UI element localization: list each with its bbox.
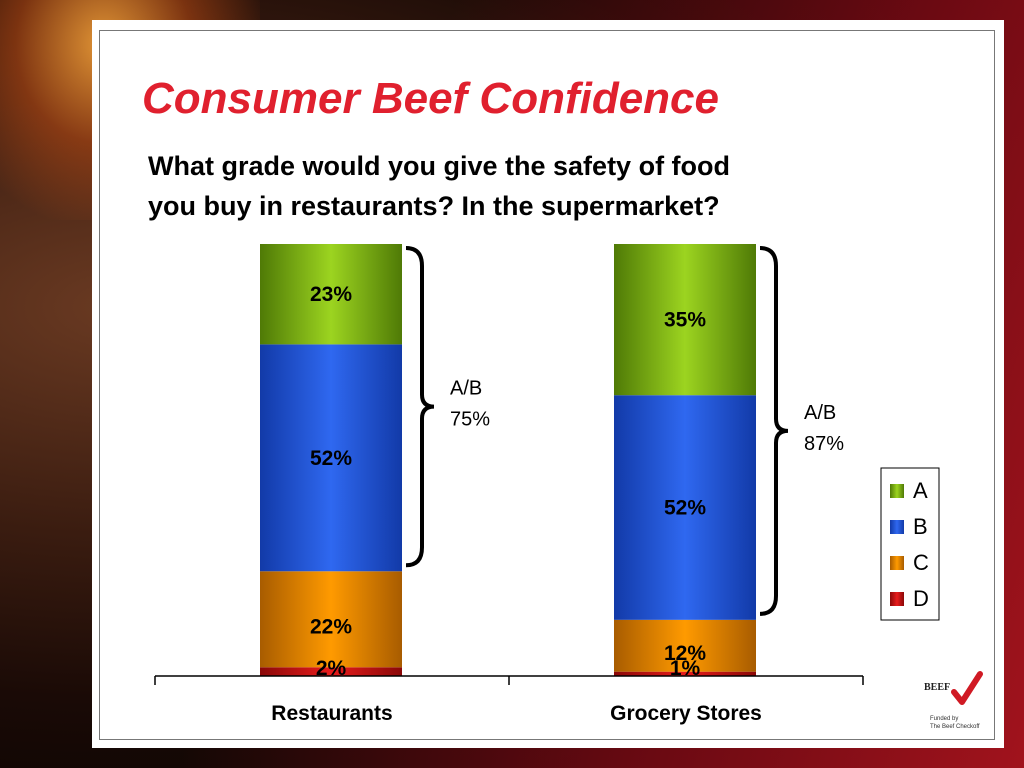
- data-label-b-1: 52%: [664, 497, 706, 520]
- legend-label-a: A: [913, 478, 928, 503]
- beef-checkoff-logo: BEEF Funded by The Beef Checkoff: [924, 670, 986, 736]
- legend-swatch-d: [890, 592, 904, 606]
- legend-label-b: B: [913, 514, 928, 539]
- subtitle-line-1: What grade would you give the safety of …: [148, 151, 731, 181]
- data-label-c-1: 12%: [664, 642, 706, 665]
- bar-segment-a-0: [260, 244, 402, 345]
- bar-segment-c-0: [260, 571, 402, 668]
- ab-value-0: 75%: [450, 409, 490, 431]
- ab-bracket-1: [759, 246, 789, 616]
- checkmark-icon: [951, 671, 983, 705]
- ab-value-1: 87%: [804, 433, 844, 455]
- data-label-d-0: 2%: [316, 657, 347, 680]
- data-label-a-0: 23%: [310, 283, 352, 306]
- bar-segment-d-1: [614, 671, 756, 676]
- ab-bracket-0: [405, 246, 435, 568]
- slide-title: Consumer Beef Confidence: [142, 74, 719, 123]
- slide-panel: [92, 20, 1004, 748]
- ab-label-0: A/B: [450, 378, 482, 400]
- data-label-c-0: 22%: [310, 615, 352, 638]
- data-label-b-0: 52%: [310, 447, 352, 470]
- legend-box: [880, 467, 940, 621]
- legend-label-d: D: [913, 586, 929, 611]
- legend-swatch-c: [890, 556, 904, 570]
- slide-panel-border: [99, 30, 995, 740]
- slide-subtitle: What grade would you give the safety of …: [148, 146, 908, 226]
- logo-word: BEEF: [924, 682, 951, 693]
- bar-segment-b-0: [260, 344, 402, 572]
- legend-swatch-b: [890, 520, 904, 534]
- subtitle-line-2: you buy in restaurants? In the supermark…: [148, 191, 720, 221]
- bar-segment-d-0: [260, 667, 402, 676]
- data-label-a-1: 35%: [664, 309, 706, 332]
- logo-line-1: Funded by: [930, 716, 959, 722]
- legend-swatch-a: [890, 484, 904, 498]
- bar-segment-b-1: [614, 395, 756, 620]
- data-label-d-1: 1%: [670, 657, 701, 680]
- category-label-1: Grocery Stores: [610, 702, 762, 725]
- logo-line-2: The Beef Checkoff: [930, 724, 980, 730]
- legend-label-c: C: [913, 550, 929, 575]
- category-label-0: Restaurants: [271, 702, 392, 725]
- bar-segment-c-1: [614, 619, 756, 672]
- ab-label-1: A/B: [804, 402, 836, 424]
- bar-segment-a-1: [614, 244, 756, 396]
